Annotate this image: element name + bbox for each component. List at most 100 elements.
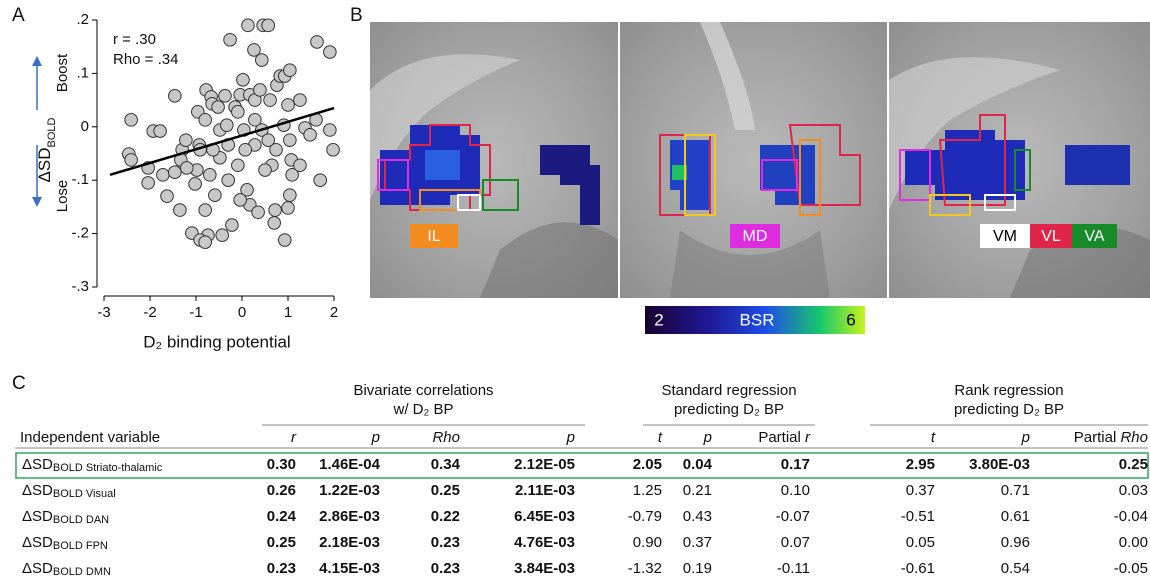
point xyxy=(269,204,282,217)
point xyxy=(125,114,138,127)
row-label: ΔSDBOLD Striato-thalamic xyxy=(22,456,163,474)
table-cell: -1.32 xyxy=(628,560,662,577)
row-label-main: ΔSD xyxy=(22,482,53,499)
group-header: w/ D₂ BP xyxy=(393,401,454,418)
table-cell: 6.45E-03 xyxy=(514,508,575,525)
table-cell: 3.84E-03 xyxy=(514,560,575,577)
y-label-main: ΔSD xyxy=(35,147,54,182)
x-tick-label: 2 xyxy=(330,304,338,321)
point xyxy=(224,33,237,46)
colorbar-max: 6 xyxy=(846,310,855,329)
table-cell: 0.71 xyxy=(1001,482,1030,499)
figure: A B C xyxy=(0,0,1150,580)
table-cell: 4.15E-03 xyxy=(319,560,380,577)
table-cell: 0.19 xyxy=(683,560,712,577)
table-cell: 4.76E-03 xyxy=(514,534,575,551)
point xyxy=(278,234,291,247)
point xyxy=(254,84,267,97)
table-cell: 0.23 xyxy=(431,534,460,551)
table-cell: 1.46E-04 xyxy=(319,456,381,473)
header-symbol: Rho xyxy=(1120,429,1148,446)
table-cell: 0.22 xyxy=(431,508,460,525)
table-cell: 0.54 xyxy=(1001,560,1030,577)
point xyxy=(174,204,187,217)
row-label: ΔSDBOLD DAN xyxy=(22,508,109,526)
table-cell: 2.86E-03 xyxy=(319,508,380,525)
point xyxy=(212,101,225,114)
point xyxy=(199,236,212,249)
panel-label: B xyxy=(350,5,363,26)
table-cell: 0.43 xyxy=(683,508,712,525)
colorbar-label: BSR xyxy=(740,310,775,329)
table-cell: 2.12E-05 xyxy=(514,456,575,473)
point xyxy=(161,190,174,203)
annotation: r = .30 xyxy=(113,31,156,48)
row-label-sub: BOLD FPN xyxy=(53,540,108,552)
point xyxy=(157,169,170,182)
panel-label: C xyxy=(12,373,26,394)
point xyxy=(237,74,250,87)
row-label: ΔSDBOLD Visual xyxy=(22,482,116,500)
table-cell: 0.25 xyxy=(267,534,296,551)
table-cell: -0.05 xyxy=(1114,560,1148,577)
point xyxy=(324,124,337,137)
point xyxy=(282,99,295,112)
table-cell: 0.23 xyxy=(431,560,460,577)
point xyxy=(268,217,281,230)
y-tick-label: .2 xyxy=(76,11,89,28)
point xyxy=(154,125,167,138)
row-label-sub: BOLD Visual xyxy=(53,488,116,500)
table-cell: -0.61 xyxy=(901,560,935,577)
table-cell: 2.18E-03 xyxy=(319,534,380,551)
table-cell: 2.05 xyxy=(633,456,662,473)
table-cell: -0.11 xyxy=(777,560,810,577)
table-cell: 0.25 xyxy=(431,482,460,499)
point xyxy=(199,204,212,217)
table-cell: 1.25 xyxy=(633,482,662,499)
row-label-sub: BOLD Striato-thalamic xyxy=(53,462,163,474)
column-header: t xyxy=(931,429,936,446)
table-cell: 0.21 xyxy=(683,482,712,499)
point xyxy=(221,119,234,132)
point xyxy=(216,229,229,242)
table-cell: 0.96 xyxy=(1001,534,1030,551)
table-cell: 0.90 xyxy=(633,534,662,551)
point xyxy=(125,154,138,167)
direction-label: Lose xyxy=(54,180,71,213)
y-tick-label: 0 xyxy=(81,118,89,135)
point xyxy=(294,159,307,172)
table-cell: 0.24 xyxy=(267,508,297,525)
y-label-sub: BOLD xyxy=(46,117,58,147)
annotation: Rho = .34 xyxy=(113,51,178,68)
region-label: VA xyxy=(1084,228,1104,245)
table-cell: 0.23 xyxy=(267,560,296,577)
row-label-sub: BOLD DMN xyxy=(53,566,111,578)
table-cell: 0.10 xyxy=(781,482,810,499)
point xyxy=(255,54,268,67)
table-cell: -0.07 xyxy=(776,508,810,525)
table-cell: 0.25 xyxy=(1119,456,1148,473)
row-label: ΔSDBOLD FPN xyxy=(22,534,108,552)
table-cell: 0.17 xyxy=(781,456,810,473)
point xyxy=(259,164,272,177)
point xyxy=(264,94,277,107)
y-tick-label: -.2 xyxy=(71,225,89,242)
point xyxy=(314,174,327,187)
y-tick-label: -.1 xyxy=(71,171,89,188)
x-tick-label: -2 xyxy=(143,304,156,321)
row-label-main: ΔSD xyxy=(22,508,53,525)
point xyxy=(226,219,239,232)
x-tick-label: -3 xyxy=(97,304,110,321)
colorbar-min: 2 xyxy=(654,310,663,329)
point xyxy=(249,114,262,127)
point xyxy=(180,134,193,147)
column-header: Partial Rho xyxy=(1074,429,1148,446)
table-cell: -0.79 xyxy=(628,508,662,525)
column-header: p xyxy=(703,429,712,446)
y-tick-label: .1 xyxy=(76,64,89,81)
point xyxy=(262,19,275,32)
point xyxy=(169,166,182,179)
point xyxy=(189,178,202,191)
row-label: ΔSDBOLD DMN xyxy=(22,560,111,578)
